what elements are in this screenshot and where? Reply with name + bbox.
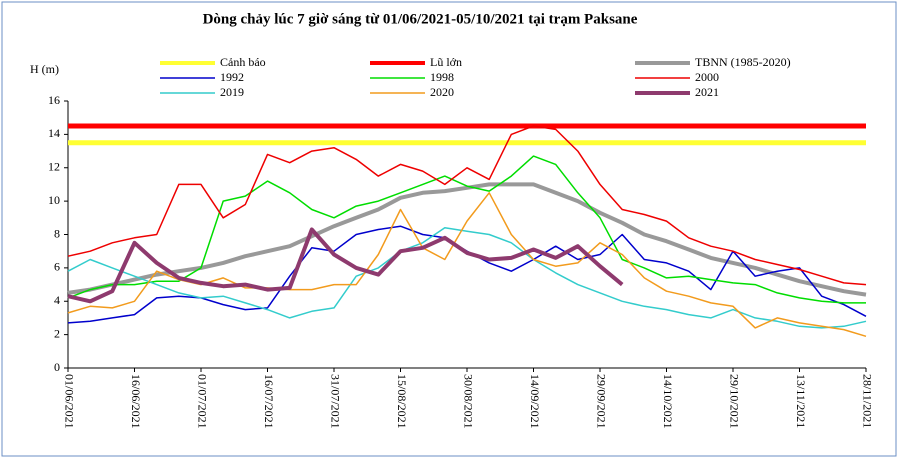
y-tick-label: 8 [54,226,60,240]
x-tick-label: 30/08/2021 [461,374,475,429]
legend-label: 2020 [430,85,454,99]
x-tick-label: 28/11/2021 [860,374,874,428]
legend-label: 1992 [220,70,244,84]
y-tick-label: 4 [54,293,60,307]
y-tick-label: 2 [54,326,60,340]
legend-label: 2021 [695,85,719,99]
legend-label: Lũ lớn [430,55,462,69]
x-tick-label: 01/06/2021 [62,374,76,429]
y-tick-label: 10 [48,193,60,207]
x-tick-label: 29/09/2021 [594,374,608,429]
x-tick-label: 01/07/2021 [195,374,209,429]
chart-title: Dòng chảy lúc 7 giờ sáng từ 01/06/2021-0… [203,11,638,27]
y-axis-label: H (m) [30,62,59,76]
y-tick-label: 12 [48,160,60,174]
x-tick-label: 14/09/2021 [528,374,542,429]
x-tick-label: 29/10/2021 [727,374,741,429]
y-tick-label: 14 [48,126,60,140]
series-line [67,227,624,304]
x-tick-label: 16/06/2021 [129,374,143,429]
series-line [67,227,867,329]
x-tick-label: 31/07/2021 [328,374,342,429]
x-tick-label: 16/07/2021 [262,374,276,429]
series-line [67,155,866,304]
y-tick-label: 16 [48,93,60,107]
legend-label: 1998 [430,70,454,84]
legend-label: Cảnh báo [220,55,266,69]
x-tick-label: 13/11/2021 [794,374,808,428]
y-tick-label: 0 [54,360,60,374]
legend-label: 2019 [220,85,244,99]
x-tick-label: 14/10/2021 [661,374,675,429]
legend-label: TBNN (1985-2020) [695,55,791,69]
x-tick-label: 15/08/2021 [395,374,409,429]
series-line [67,125,867,286]
legend-label: 2000 [695,70,719,84]
y-tick-label: 6 [54,260,60,274]
